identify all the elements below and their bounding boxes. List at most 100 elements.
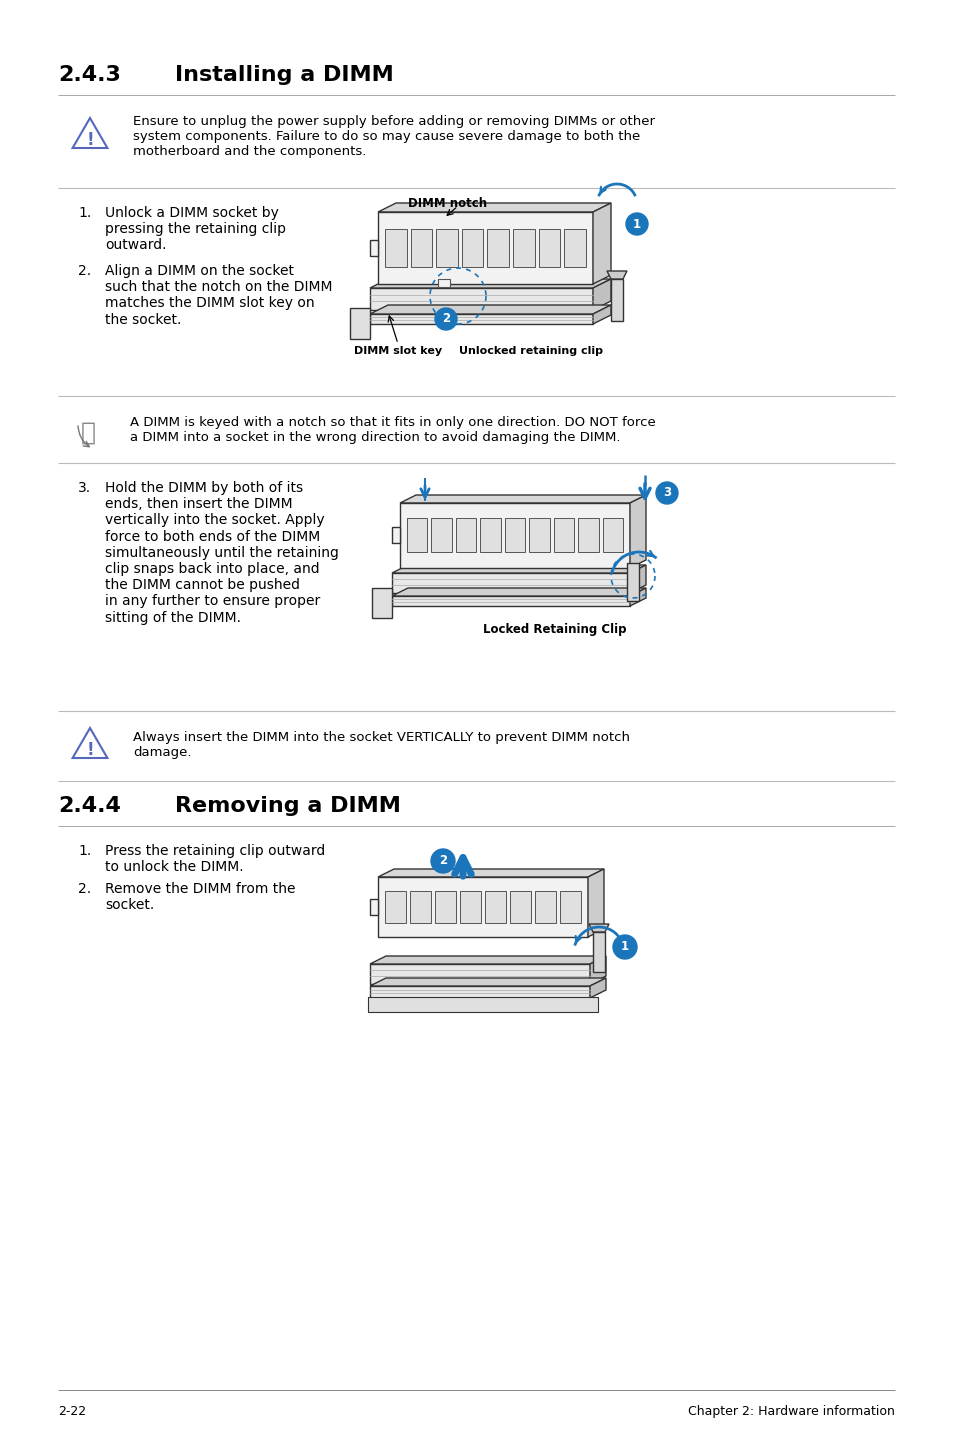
Circle shape [613,935,637,959]
Text: 2.4.4: 2.4.4 [58,797,121,815]
Polygon shape [370,899,377,915]
Bar [431,518,452,552]
Polygon shape [437,279,450,288]
Polygon shape [392,565,645,572]
Polygon shape [399,495,645,503]
Text: 1.: 1. [78,206,91,220]
Bar [513,229,535,267]
Text: 2: 2 [441,312,450,325]
Bar [559,892,580,923]
Text: 3.: 3. [78,480,91,495]
Polygon shape [587,869,603,938]
Polygon shape [370,956,605,963]
Bar [410,229,432,267]
Polygon shape [626,564,639,601]
Polygon shape [593,305,610,324]
Polygon shape [370,279,610,288]
Bar [410,892,431,923]
Polygon shape [593,279,610,311]
Text: Unlocked retaining clip: Unlocked retaining clip [458,347,602,357]
Bar [436,229,457,267]
Polygon shape [589,956,605,984]
Bar [456,518,476,552]
Polygon shape [370,305,610,313]
Text: 2: 2 [438,854,447,867]
Polygon shape [392,572,629,592]
Polygon shape [593,932,604,972]
Polygon shape [350,308,370,339]
Text: 2.4.3: 2.4.3 [58,65,121,85]
Polygon shape [377,203,610,211]
Polygon shape [368,997,598,1012]
Polygon shape [370,978,605,986]
Polygon shape [606,270,626,279]
Polygon shape [588,925,608,932]
Bar [435,892,456,923]
Text: Removing a DIMM: Removing a DIMM [174,797,400,815]
Polygon shape [392,588,645,595]
Polygon shape [370,963,589,984]
Bar [510,892,531,923]
Polygon shape [629,495,645,568]
Polygon shape [610,279,622,321]
Text: Always insert the DIMM into the socket VERTICALLY to prevent DIMM notch
damage.: Always insert the DIMM into the socket V… [132,731,629,759]
Text: Remove the DIMM from the
socket.: Remove the DIMM from the socket. [105,881,295,912]
Bar [385,892,406,923]
Circle shape [625,213,647,234]
Polygon shape [392,595,629,605]
Bar [459,892,480,923]
Polygon shape [399,503,629,568]
Text: 1: 1 [620,940,628,953]
Polygon shape [372,588,392,618]
Polygon shape [589,978,605,998]
Circle shape [431,848,455,873]
Text: A DIMM is keyed with a notch so that it fits in only one direction. DO NOT force: A DIMM is keyed with a notch so that it … [130,416,655,444]
Text: 2-22: 2-22 [58,1405,86,1418]
Bar [461,229,483,267]
Polygon shape [593,203,610,283]
Text: 2.: 2. [78,881,91,896]
Bar [578,518,598,552]
Text: Align a DIMM on the socket
such that the notch on the DIMM
matches the DIMM slot: Align a DIMM on the socket such that the… [105,265,333,326]
Bar [407,518,427,552]
Circle shape [656,482,678,503]
Polygon shape [370,313,593,324]
Text: 3: 3 [662,486,670,499]
Text: Locked Retaining Clip: Locked Retaining Clip [483,623,626,636]
Text: Ensure to unplug the power supply before adding or removing DIMMs or other
syste: Ensure to unplug the power supply before… [132,115,655,158]
Bar [385,229,406,267]
Text: ✋: ✋ [80,421,95,444]
Bar [504,518,525,552]
Polygon shape [370,288,593,311]
Text: Hold the DIMM by both of its
ends, then insert the DIMM
vertically into the sock: Hold the DIMM by both of its ends, then … [105,480,338,624]
Circle shape [435,308,456,329]
Text: Unlock a DIMM socket by
pressing the retaining clip
outward.: Unlock a DIMM socket by pressing the ret… [105,206,286,253]
Polygon shape [377,211,593,283]
Bar [479,518,500,552]
Polygon shape [392,526,399,544]
Bar [602,518,622,552]
Polygon shape [629,565,645,592]
Text: !: ! [86,131,93,150]
Bar [535,892,556,923]
Text: Chapter 2: Hardware information: Chapter 2: Hardware information [687,1405,894,1418]
Bar [553,518,574,552]
Bar [538,229,559,267]
Text: Installing a DIMM: Installing a DIMM [174,65,394,85]
Polygon shape [370,240,377,256]
Polygon shape [377,869,603,877]
Polygon shape [629,588,645,605]
Text: DIMM notch: DIMM notch [408,197,487,210]
Text: 1.: 1. [78,844,91,858]
Text: Press the retaining clip outward
to unlock the DIMM.: Press the retaining clip outward to unlo… [105,844,325,874]
Bar [484,892,505,923]
Polygon shape [377,877,587,938]
Text: !: ! [86,741,93,759]
Bar [529,518,549,552]
Text: 1: 1 [632,217,640,230]
Bar [564,229,585,267]
Bar [487,229,509,267]
Polygon shape [370,986,589,998]
Text: DIMM slot key: DIMM slot key [354,347,441,357]
Text: 2.: 2. [78,265,91,278]
